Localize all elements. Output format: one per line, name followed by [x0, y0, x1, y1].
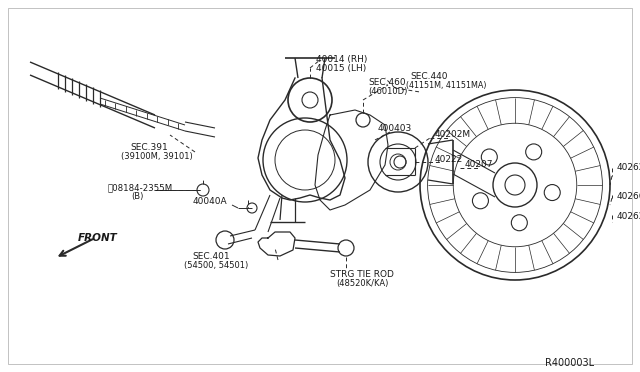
Text: FRONT: FRONT — [78, 233, 118, 243]
Text: 40262A: 40262A — [617, 212, 640, 221]
Text: SEC.440: SEC.440 — [410, 72, 447, 81]
Text: STRG TIE ROD: STRG TIE ROD — [330, 270, 394, 279]
Text: 400403: 400403 — [378, 124, 412, 133]
Text: 40040A: 40040A — [193, 197, 228, 206]
Text: (46010D): (46010D) — [368, 87, 408, 96]
Text: (54500, 54501): (54500, 54501) — [184, 261, 248, 270]
Text: (48520K/KA): (48520K/KA) — [336, 279, 388, 288]
Text: 40014 (RH): 40014 (RH) — [316, 55, 367, 64]
Text: 40015 (LH): 40015 (LH) — [316, 64, 366, 73]
Text: Ⓑ08184-2355M: Ⓑ08184-2355M — [108, 183, 173, 192]
Text: 40202M: 40202M — [435, 130, 471, 139]
Text: (39100M, 39101): (39100M, 39101) — [121, 152, 193, 161]
Text: (41151M, 41151MA): (41151M, 41151MA) — [406, 81, 486, 90]
Text: 40266: 40266 — [617, 192, 640, 201]
Text: 40207: 40207 — [465, 160, 493, 169]
Text: R400003L: R400003L — [545, 358, 594, 368]
Text: (B): (B) — [131, 192, 143, 201]
Text: SEC.401: SEC.401 — [192, 252, 230, 261]
Text: SEC.460: SEC.460 — [368, 78, 406, 87]
Text: 40262: 40262 — [617, 163, 640, 172]
Text: SEC.391: SEC.391 — [130, 143, 168, 152]
Text: 40222: 40222 — [435, 155, 463, 164]
